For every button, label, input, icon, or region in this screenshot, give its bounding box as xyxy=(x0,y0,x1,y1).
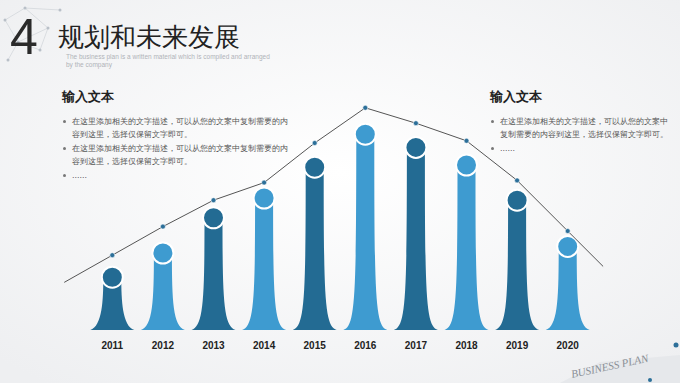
bar-group xyxy=(394,137,438,330)
decor-node xyxy=(7,59,10,62)
bar-group xyxy=(343,124,387,330)
line-marker xyxy=(413,121,418,126)
bar-cap xyxy=(152,243,173,264)
x-tick-label: 2017 xyxy=(405,340,428,351)
line-marker xyxy=(110,253,115,258)
bar-group xyxy=(546,236,590,330)
bar xyxy=(394,147,438,330)
block-item: …… xyxy=(500,142,668,155)
x-tick-label: 2012 xyxy=(152,340,175,351)
bar-cap xyxy=(304,157,325,178)
line-marker xyxy=(515,178,520,183)
bar-group xyxy=(192,207,236,330)
text-block: 输入文本在这里添加相关的文字描述，可以从您的文案中复制需要的内容到这里，选择仅保… xyxy=(62,88,292,183)
bar xyxy=(343,134,387,330)
x-tick-label: 2015 xyxy=(304,340,327,351)
line-marker xyxy=(262,180,267,185)
subtitle: The business plan is a written material … xyxy=(66,53,271,69)
decor-node xyxy=(674,343,679,348)
bar-cap xyxy=(456,155,477,176)
line-marker xyxy=(565,229,570,234)
bar xyxy=(192,218,236,330)
line-marker xyxy=(160,224,165,229)
line-extension xyxy=(64,255,112,282)
bar xyxy=(546,246,590,330)
bar xyxy=(242,198,286,330)
decor-link xyxy=(40,28,48,50)
background xyxy=(0,0,680,383)
text-block: 输入文本在这里添加相关的文字描述，可以从您的文案中复制需要的内容到这里，选择仅保… xyxy=(490,88,668,156)
block-list: 在这里添加相关的文字描述，可以从您的文案中复制需要的内容到这里，选择仅保留文字即… xyxy=(490,115,668,155)
line-marker xyxy=(363,105,368,110)
bar-group xyxy=(445,155,489,331)
x-tick-label: 2013 xyxy=(202,340,225,351)
block-list: 在这里添加相关的文字描述，可以从您的文案中复制需要的内容到这里，选择仅保留文字即… xyxy=(62,115,292,182)
block-item: …… xyxy=(72,169,292,182)
bar-cap xyxy=(102,267,123,288)
line-extension xyxy=(568,231,603,266)
decor-node xyxy=(47,27,50,30)
bar-cap xyxy=(203,207,224,228)
x-tick-label: 2018 xyxy=(455,340,478,351)
decor-node xyxy=(59,9,62,12)
x-tick-label: 2020 xyxy=(557,340,580,351)
bar-group xyxy=(141,243,185,331)
line-marker xyxy=(312,141,317,146)
line-marker xyxy=(211,198,216,203)
decor-node xyxy=(648,378,652,382)
bar-cap xyxy=(254,188,275,209)
block-heading: 输入文本 xyxy=(490,88,668,106)
x-tick-label: 2014 xyxy=(253,340,276,351)
bar xyxy=(495,200,539,330)
bar-group xyxy=(293,157,337,330)
decor-node xyxy=(39,49,42,52)
line xyxy=(112,108,567,255)
bar-cap xyxy=(355,124,376,145)
block-heading: 输入文本 xyxy=(62,88,292,106)
bar xyxy=(141,253,185,330)
bar-cap xyxy=(405,137,426,158)
bar-cap xyxy=(507,190,528,211)
plot-area xyxy=(64,105,603,330)
x-tick-label: 2011 xyxy=(101,340,123,351)
bar-group xyxy=(495,190,539,330)
bar-group xyxy=(242,188,286,331)
line-marker xyxy=(464,138,469,143)
block-item: 在这里添加相关的文字描述，可以从您的文案中复制需要的内容到这里，选择仅保留文字即… xyxy=(72,142,292,168)
section-number: 4 xyxy=(10,10,38,64)
footer-text: BUSINESS PLAN xyxy=(570,352,650,380)
title: 规划和未来发展 xyxy=(58,22,240,52)
x-tick-label: 2016 xyxy=(354,340,377,351)
block-item: 在这里添加相关的文字描述，可以从您的文案中复制需要的内容到这里，选择仅保留文字即… xyxy=(72,115,292,141)
decor-node xyxy=(4,19,7,22)
bar xyxy=(445,165,489,330)
x-tick-label: 2019 xyxy=(506,340,529,351)
block-item: 在这里添加相关的文字描述，可以从您的文案中复制需要的内容到这里，选择仅保留文字即… xyxy=(500,115,668,141)
bar xyxy=(293,167,337,330)
bar-group xyxy=(90,267,134,330)
